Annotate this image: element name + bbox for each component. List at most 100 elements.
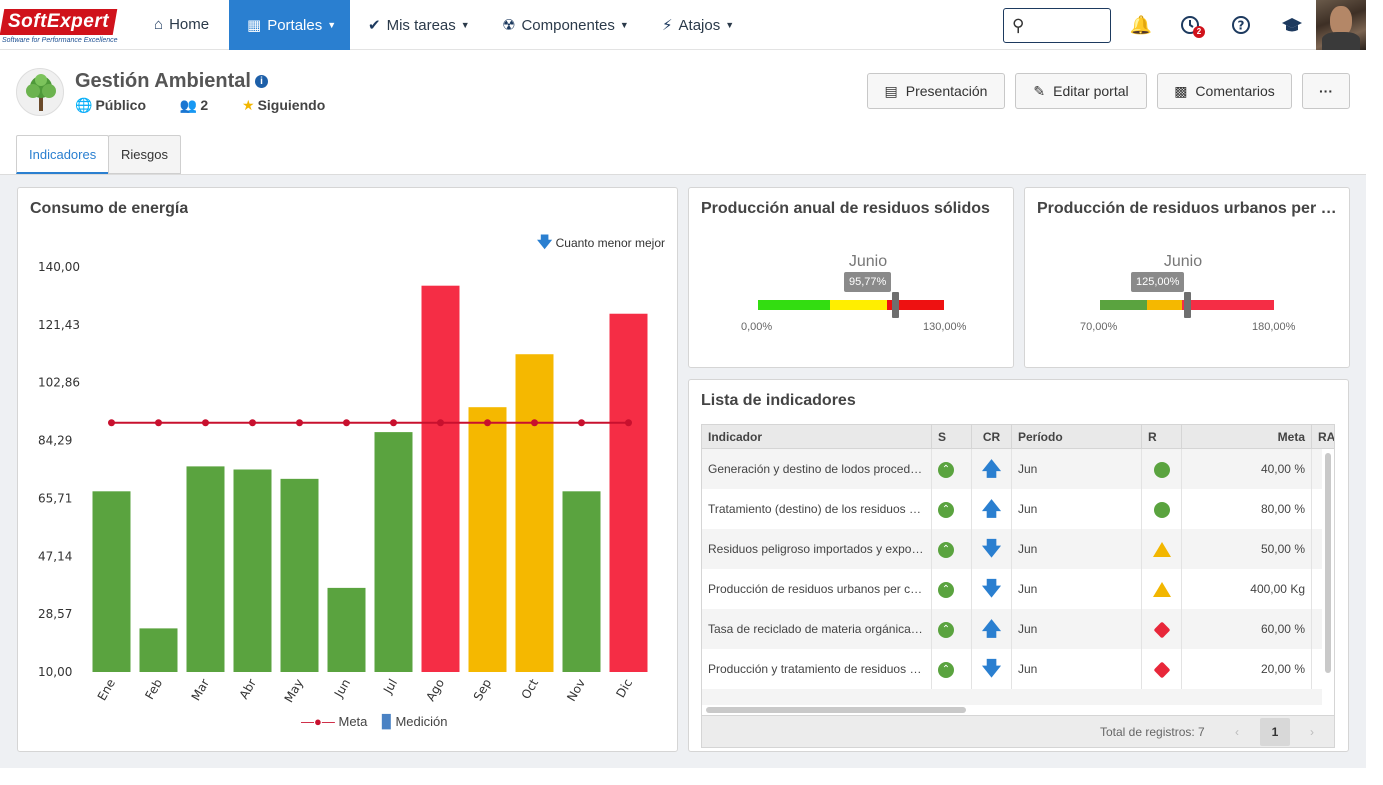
search-input[interactable]	[1034, 14, 1106, 38]
horizontal-scrollbar[interactable]	[706, 707, 966, 713]
bar-ene[interactable]	[92, 491, 131, 672]
current-page[interactable]: 1	[1260, 718, 1290, 746]
cell-result	[1142, 489, 1182, 529]
info-icon[interactable]: i	[254, 75, 268, 88]
tasks-clock-icon[interactable]: 2	[1177, 12, 1205, 38]
softexpert-logo[interactable]: SoftExpert Software for Performance Exce…	[0, 6, 135, 46]
col-indicador[interactable]: Indicador	[702, 425, 932, 449]
next-page-button[interactable]: ›	[1310, 725, 1314, 739]
bar-sep[interactable]	[468, 407, 507, 672]
meta-point[interactable]	[625, 419, 632, 427]
comments-button[interactable]: ▩ Comentarios	[1157, 73, 1292, 109]
total-records: Total de registros: 7	[1100, 725, 1205, 739]
bar-oct[interactable]	[515, 354, 554, 672]
x-tick-label: Jun	[331, 677, 353, 701]
cell-period: Jun	[1012, 449, 1142, 489]
presentation-icon: ▤	[884, 83, 898, 99]
legend-medicion-label: Medición	[395, 714, 448, 729]
nav-componentes[interactable]: ☢ Componentes ▼	[490, 0, 640, 50]
x-tick-label: Nov	[564, 677, 588, 704]
cell-indicator[interactable]: Tratamiento (destino) de los residuos s…	[702, 489, 932, 529]
help-icon[interactable]: ?	[1228, 12, 1254, 38]
y-tick-label: 47,14	[38, 549, 72, 563]
table-row[interactable]: Tratamiento (destino) de los residuos s……	[702, 489, 1322, 529]
table-row[interactable]: Generación y destino de lodos proced… ⌃ 🡅 J…	[702, 449, 1322, 489]
yellow-triangle-icon	[1152, 542, 1171, 558]
portal-tree-logo	[16, 68, 64, 116]
col-meta[interactable]: Meta	[1182, 425, 1312, 449]
search-box[interactable]: ⚲	[1003, 8, 1111, 43]
tab-indicadores[interactable]: Indicadores	[16, 135, 110, 174]
gauge-band-1	[829, 300, 887, 310]
col-r[interactable]: R	[1142, 425, 1182, 449]
members-count[interactable]: 👥 2	[180, 97, 208, 114]
col-ra[interactable]: RA	[1318, 430, 1335, 444]
search-icon: ⚲	[1012, 16, 1025, 35]
bar-mar[interactable]	[186, 466, 225, 672]
meta-point[interactable]	[437, 419, 444, 427]
nav-home[interactable]: ⌂ Home	[140, 0, 228, 50]
chevron-down-icon: ▼	[460, 20, 470, 30]
meta-point[interactable]	[108, 419, 115, 427]
nav-portales[interactable]: ▦ Portales ▼	[229, 0, 350, 50]
more-options-button[interactable]: ···	[1302, 73, 1350, 109]
cell-meta: 50,00 %	[1182, 529, 1312, 569]
bar-feb[interactable]	[139, 628, 178, 672]
col-cr[interactable]: CR	[972, 425, 1012, 449]
meta-point[interactable]	[249, 419, 256, 427]
arrow-down-icon: 🡇	[981, 538, 1002, 560]
vertical-scrollbar[interactable]	[1325, 453, 1331, 673]
bar-may[interactable]	[280, 478, 319, 672]
meta-point[interactable]	[296, 419, 303, 427]
logo-tagline: Software for Performance Excellence	[2, 37, 118, 44]
table-row[interactable]: Tasa de reciclado de materia orgánica … ⌃…	[702, 609, 1322, 649]
table-row[interactable]: Producción y tratamiento de residuos … ⌃ 🡇…	[702, 649, 1322, 689]
legend-meta[interactable]: —●— Meta	[301, 714, 367, 729]
edit-portal-button[interactable]: ✎ Editar portal	[1015, 73, 1147, 109]
table-row-partial	[702, 689, 1322, 705]
following-status[interactable]: ★ Siguiendo	[242, 97, 325, 114]
gauge1-min: 0,00%	[741, 321, 773, 333]
col-periodo[interactable]: Período	[1012, 425, 1142, 449]
user-avatar[interactable]	[1316, 0, 1366, 50]
energy-chart-panel: Consumo de energía 🡇 Cuanto menor mejor …	[17, 187, 678, 752]
meta-point[interactable]	[484, 419, 491, 427]
cell-indicator[interactable]: Producción de residuos urbanos per c…	[702, 569, 932, 609]
legend-medicion[interactable]: ▉ Medición	[382, 714, 448, 729]
cell-result	[1142, 529, 1182, 569]
meta-point[interactable]	[531, 419, 538, 427]
gauge-band-2	[886, 300, 944, 310]
bar-dic[interactable]	[609, 313, 648, 672]
nav-atajos[interactable]: ⚡ Atajos ▼	[650, 0, 750, 50]
prev-page-button[interactable]: ‹	[1235, 725, 1239, 739]
cell-indicator[interactable]: Residuos peligroso importados y expo…	[702, 529, 932, 569]
bar-ago[interactable]	[421, 285, 460, 672]
chevron-down-icon: ▼	[725, 20, 735, 30]
table-row[interactable]: Residuos peligroso importados y expo… ⌃ 🡇 J…	[702, 529, 1322, 569]
nav-mis-tareas[interactable]: ✔ Mis tareas ▼	[356, 0, 486, 50]
meta-point[interactable]	[390, 419, 397, 427]
bar-jun[interactable]	[327, 587, 366, 672]
meta-point[interactable]	[578, 419, 585, 427]
bar-jul[interactable]	[374, 432, 413, 672]
red-diamond-icon	[1153, 621, 1170, 639]
table-row[interactable]: Producción de residuos urbanos per c… ⌃ 🡇 J…	[702, 569, 1322, 609]
y-tick-label: 10,00	[38, 665, 72, 679]
meta-point[interactable]	[155, 419, 162, 427]
cell-meta: 80,00 %	[1182, 489, 1312, 529]
presentation-button[interactable]: ▤ Presentación	[867, 73, 1005, 109]
cell-indicator[interactable]: Producción y tratamiento de residuos …	[702, 649, 932, 689]
y-tick-label: 140,00	[38, 260, 80, 274]
cell-indicator[interactable]: Tasa de reciclado de materia orgánica …	[702, 609, 932, 649]
bar-abr[interactable]	[233, 469, 272, 673]
meta-point[interactable]	[202, 419, 209, 427]
graduation-cap-icon[interactable]	[1279, 12, 1305, 38]
bar-nov[interactable]	[562, 491, 601, 672]
tab-riesgos[interactable]: Riesgos	[108, 135, 181, 174]
cell-indicator[interactable]: Generación y destino de lodos proced…	[702, 449, 932, 489]
meta-point[interactable]	[343, 419, 350, 427]
cell-period: Jun	[1012, 649, 1142, 689]
col-s[interactable]: S	[932, 425, 972, 449]
bell-icon[interactable]: 🔔	[1129, 15, 1153, 35]
visibility-label: Público	[95, 97, 146, 113]
